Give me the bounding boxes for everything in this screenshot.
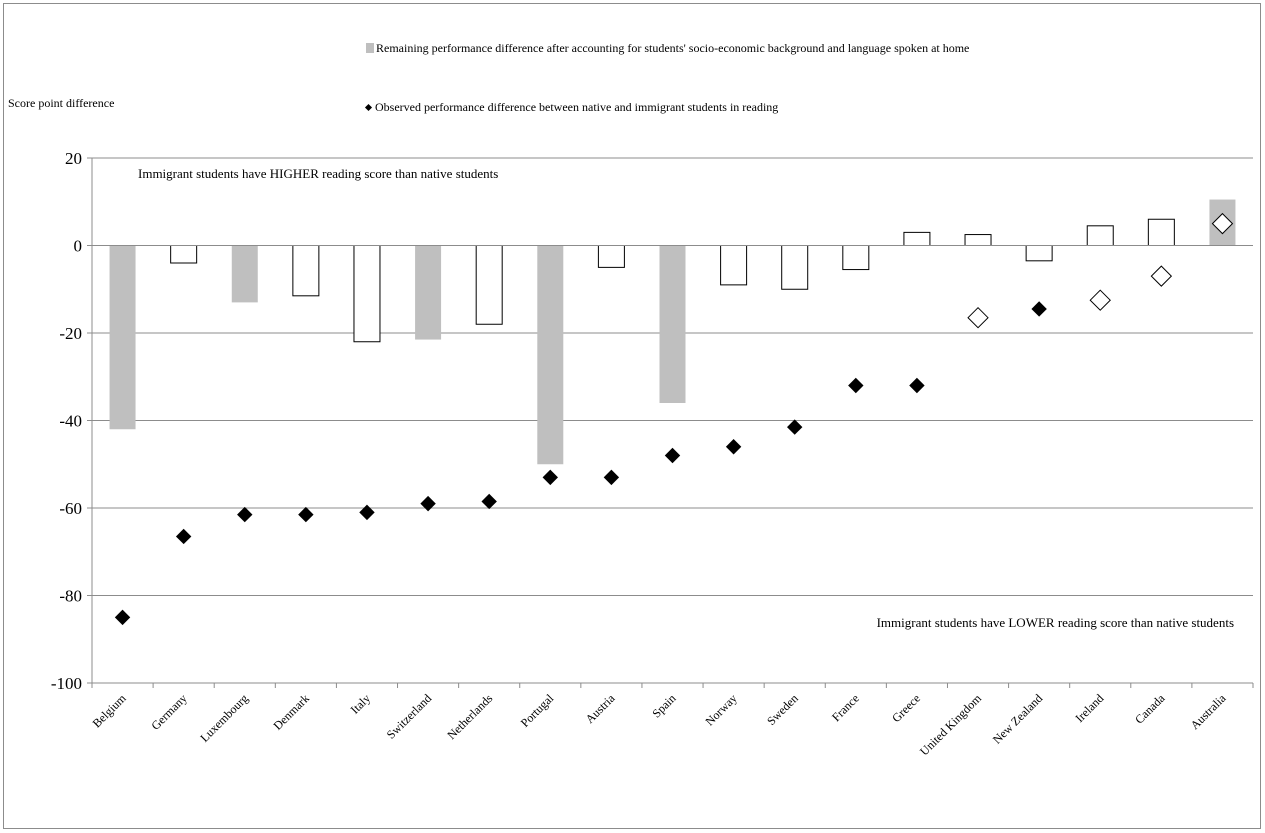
y-tick-label: -40 [59,412,82,431]
bar [964,234,992,246]
legend-item-observed: Observed performance difference between … [364,100,779,115]
legend-item-remaining: Remaining performance difference after a… [366,41,969,56]
bar [292,245,320,297]
x-tick-label: Netherlands [444,691,495,742]
marker-diamond [1089,289,1111,311]
marker-diamond [1211,212,1234,235]
x-tick-label: Luxembourg [197,691,251,745]
x-tick-label: Austria [583,691,618,726]
bar [475,245,503,325]
bar [720,245,748,286]
x-tick-label: Denmark [271,691,312,732]
y-tick-label: 0 [74,237,83,256]
bar [903,231,931,246]
bar [842,245,870,271]
bar [231,245,258,303]
bar [659,245,686,403]
marker-diamond [481,493,497,510]
x-tick-label: Greece [889,691,923,725]
marker-diamond [967,306,989,329]
marker-diamond [298,506,314,523]
marker-diamond [725,439,742,455]
x-tick-label: United Kingdom [917,691,985,759]
annotation-lower: Immigrant students have LOWER reading sc… [877,615,1234,630]
x-tick-label: Australia [1188,691,1229,732]
bar [1147,218,1175,246]
bar [353,245,381,343]
x-tick-label: Belgium [90,691,130,731]
marker-diamond [114,609,131,626]
marker-diamond [1150,265,1173,287]
marker-diamond [175,528,192,545]
bar [1086,225,1114,246]
legend-label-remaining: Remaining performance difference after a… [376,41,970,55]
marker-diamond [359,504,375,521]
legend-swatch-bar [366,43,374,53]
chart-frame [3,3,1261,829]
y-tick-label: -20 [59,324,82,343]
x-tick-label: France [829,691,862,724]
marker-diamond [787,419,803,435]
bar [781,245,809,290]
y-tick-label: 20 [65,149,82,168]
legend-label-observed: Observed performance difference between … [375,100,779,114]
annotation-higher: Immigrant students have HIGHER reading s… [138,166,498,181]
marker-diamond [542,469,558,486]
x-tick-label: New Zealand [990,691,1045,746]
marker-diamond [603,469,620,486]
y-axis-title: Score point difference [8,96,115,110]
marker-diamond [237,506,253,523]
bar [537,245,564,465]
y-tick-label: -80 [59,587,82,606]
x-tick-label: Canada [1132,691,1168,727]
marker-diamond [664,447,681,464]
x-tick-label: Portugal [518,691,557,730]
x-tick-label: Ireland [1072,691,1106,725]
bar [109,245,136,430]
marker-diamond [420,495,436,512]
bar [415,245,442,340]
y-tick-label: -100 [51,674,82,693]
x-tick-label: Italy [348,691,373,716]
bar [597,245,625,268]
x-tick-label: Norway [702,691,739,728]
marker-diamond [848,377,864,394]
marker-diamond [909,377,925,394]
x-tick-label: Spain [649,691,678,720]
bar [170,245,198,264]
marker-diamond [1031,301,1047,317]
x-tick-label: Switzerland [384,691,434,741]
x-tick-label: Sweden [764,691,801,728]
x-tick-label: Germany [148,691,189,732]
y-tick-label: -60 [59,499,82,518]
bar [1025,245,1053,262]
